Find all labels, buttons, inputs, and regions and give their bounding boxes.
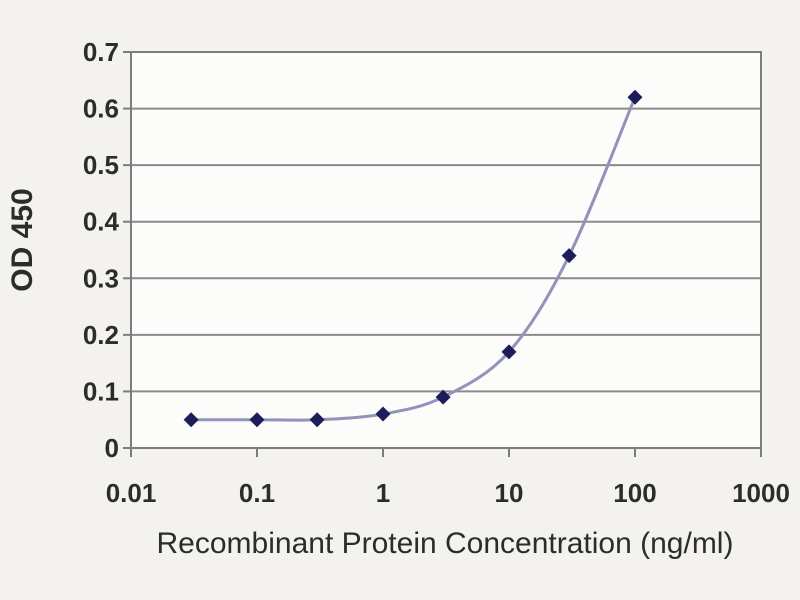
x-axis-tick-labels: 0.01 0.1 1 10 100 1000 [106,478,790,508]
y-tick-label: 0.6 [83,94,119,124]
data-point [309,412,325,428]
x-axis-tick-marks [130,448,762,457]
y-tick-label: 0.4 [83,207,120,237]
data-point [561,248,577,264]
data-point [501,344,517,360]
data-point [627,89,643,105]
y-tick-label: 0.5 [83,150,119,180]
data-point [183,412,199,428]
data-point-markers [183,89,643,428]
data-point [249,412,265,428]
y-axis-tick-marks [123,51,131,449]
data-point [375,406,391,422]
data-point [435,389,451,405]
x-axis-title: Recombinant Protein Concentration (ng/ml… [157,527,734,560]
x-tick-label: 1000 [732,478,790,508]
y-tick-label: 0.3 [83,263,119,293]
x-tick-label: 0.1 [239,478,275,508]
x-tick-label: 10 [495,478,524,508]
gridlines [131,107,761,393]
y-tick-label: 0.1 [83,376,119,406]
y-tick-label: 0.7 [83,37,119,67]
x-tick-label: 1 [376,478,390,508]
x-tick-label: 0.01 [106,478,157,508]
y-tick-label: 0.2 [83,320,119,350]
y-tick-label: 0 [105,433,119,463]
y-axis-tick-labels: 0 0.1 0.2 0.3 0.4 0.5 0.6 0.7 [83,37,120,463]
y-axis-title: OD 450 [6,188,39,291]
plot-frame [130,51,762,449]
x-tick-label: 100 [613,478,656,508]
plot-area [131,52,761,448]
